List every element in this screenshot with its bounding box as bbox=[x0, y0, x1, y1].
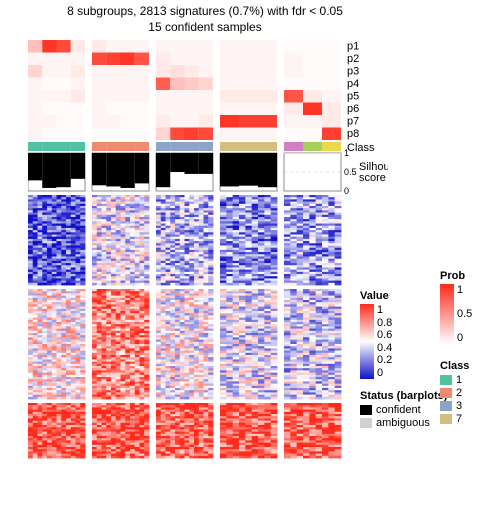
legend-class: Class 1237 bbox=[440, 360, 469, 426]
legend-value-tick: 0.4 bbox=[377, 342, 392, 354]
svg-text:p1: p1 bbox=[347, 40, 359, 52]
legend-class-item: 3 bbox=[440, 400, 469, 412]
svg-text:1: 1 bbox=[344, 148, 349, 158]
legend-prob-ticks: 10.50 bbox=[457, 284, 472, 344]
legend-class-item: 2 bbox=[440, 387, 469, 399]
svg-text:p6: p6 bbox=[347, 103, 359, 115]
legend-value-gradient bbox=[360, 304, 374, 379]
legend-prob: Prob 10.50 bbox=[440, 270, 472, 344]
legend-value-title: Value bbox=[360, 290, 392, 302]
svg-text:p5: p5 bbox=[347, 90, 359, 102]
legend-value-ticks: 10.80.60.40.20 bbox=[377, 304, 392, 379]
legend-prob-tick: 1 bbox=[457, 284, 472, 296]
svg-text:Class: Class bbox=[347, 142, 375, 154]
legend-class-item: 7 bbox=[440, 413, 469, 425]
legend-value-tick: 0.2 bbox=[377, 354, 392, 366]
legend-value-tick: 0 bbox=[377, 367, 392, 379]
legend-status-item: ambiguous bbox=[360, 417, 447, 429]
svg-text:0.5: 0.5 bbox=[344, 167, 357, 177]
svg-text:p3: p3 bbox=[347, 65, 359, 77]
svg-text:p7: p7 bbox=[347, 115, 359, 127]
legend-status: Status (barplots) confidentambiguous bbox=[360, 390, 447, 430]
plot-area: p1p2p3p4p5p6p7p8Class10.50Silhouettescor… bbox=[28, 40, 388, 510]
legend-value-tick: 0.6 bbox=[377, 329, 392, 341]
legend-status-item: confident bbox=[360, 404, 447, 416]
legend-prob-tick: 0 bbox=[457, 332, 472, 344]
legend-value-tick: 1 bbox=[377, 304, 392, 316]
title-main: 8 subgroups, 2813 signatures (0.7%) with… bbox=[40, 4, 370, 18]
svg-text:p4: p4 bbox=[347, 78, 359, 90]
legend-status-title: Status (barplots) bbox=[360, 390, 447, 402]
legend-class-item: 1 bbox=[440, 374, 469, 386]
svg-text:p2: p2 bbox=[347, 53, 359, 65]
legend-class-title: Class bbox=[440, 360, 469, 372]
legend-prob-title: Prob bbox=[440, 270, 472, 282]
legend-value: Value 10.80.60.40.20 bbox=[360, 290, 392, 379]
legend-value-tick: 0.8 bbox=[377, 317, 392, 329]
svg-text:0: 0 bbox=[344, 186, 349, 196]
svg-text:score: score bbox=[359, 172, 386, 184]
title-sub: 15 confident samples bbox=[40, 20, 370, 34]
figure-root: 8 subgroups, 2813 signatures (0.7%) with… bbox=[0, 0, 504, 504]
legend-prob-tick: 0.5 bbox=[457, 308, 472, 320]
legend-prob-gradient bbox=[440, 284, 454, 344]
svg-text:p8: p8 bbox=[347, 128, 359, 140]
